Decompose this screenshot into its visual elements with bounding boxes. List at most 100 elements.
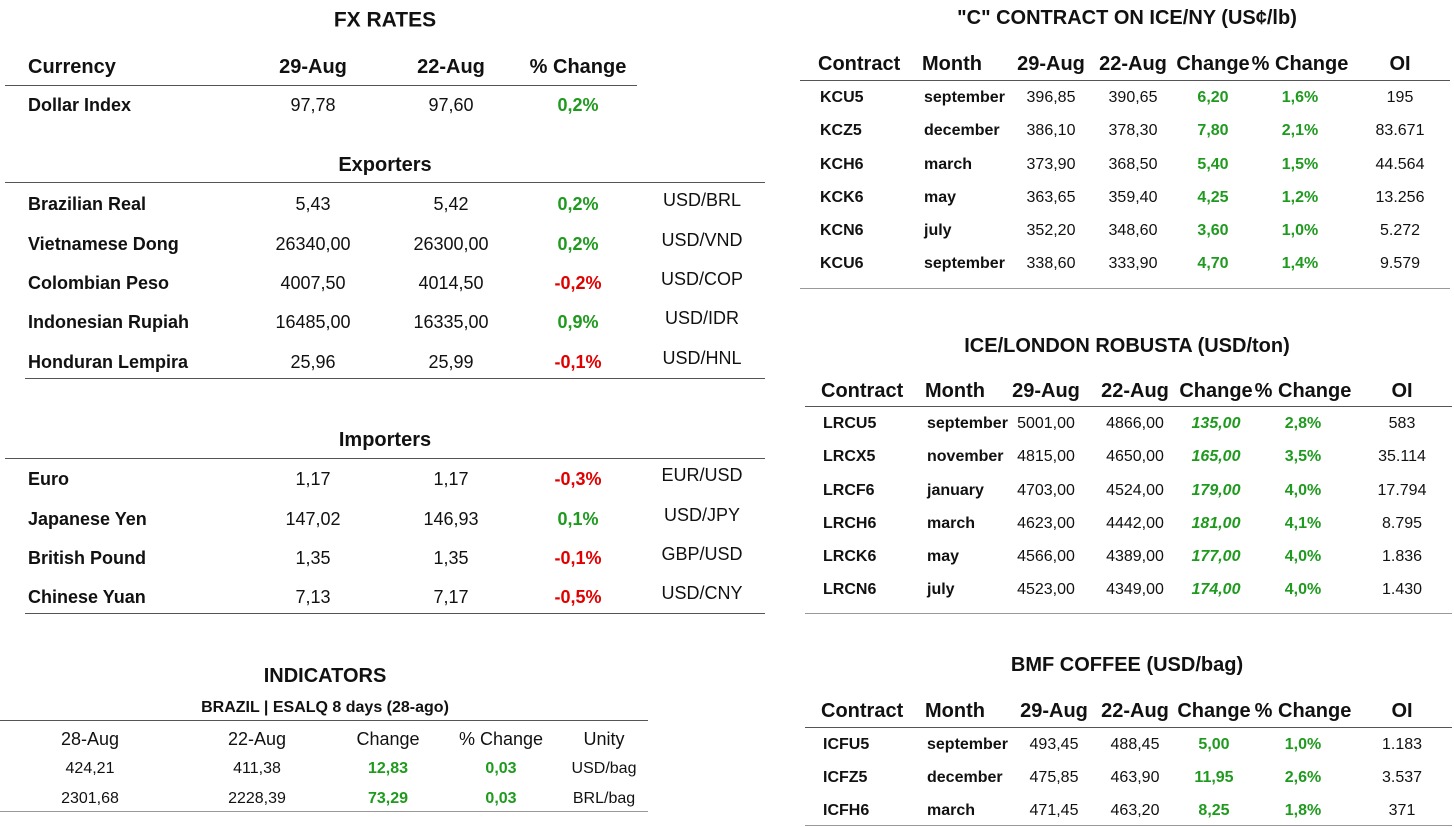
price: 4866,00	[1106, 415, 1164, 432]
rule	[805, 406, 1452, 407]
rate: 5,43	[295, 194, 331, 214]
pct-change: 1,2%	[1281, 189, 1319, 206]
rate: 1,17	[295, 469, 331, 489]
pair: USD/BRL	[662, 190, 742, 210]
change: 4,25	[1197, 189, 1229, 206]
rule	[800, 80, 1450, 81]
month: march	[927, 515, 976, 532]
column-header: % Change	[529, 56, 627, 78]
column-header: OI	[1391, 380, 1413, 402]
price: 4389,00	[1106, 548, 1164, 565]
group-title: Importers	[338, 429, 432, 451]
price: 411,38	[233, 760, 281, 777]
contract: LRCF6	[823, 482, 875, 499]
price: 348,60	[1108, 222, 1158, 239]
rule	[5, 85, 637, 86]
price: 4523,00	[1017, 581, 1075, 598]
contract: LRCX5	[823, 448, 876, 465]
contract: ICFZ5	[823, 769, 868, 786]
price: 359,40	[1108, 189, 1158, 206]
price: 463,90	[1110, 769, 1160, 786]
month: january	[927, 482, 984, 499]
column-header: Change	[1176, 53, 1250, 75]
price: 390,65	[1108, 89, 1158, 106]
price: 368,50	[1108, 156, 1158, 173]
price: 5001,00	[1017, 415, 1075, 432]
price: 2228,39	[228, 790, 286, 807]
month: may	[924, 189, 957, 206]
change: 12,83	[367, 760, 409, 777]
currency: Honduran Lempira	[28, 352, 189, 372]
open-interest: 195	[1386, 89, 1414, 106]
month: march	[924, 156, 973, 173]
column-header: Contract	[821, 700, 904, 722]
rule	[805, 613, 1452, 614]
open-interest: 1.836	[1381, 548, 1423, 565]
price: 4815,00	[1017, 448, 1075, 465]
subtitle: BRAZIL | ESALQ 8 days (28-ago)	[201, 699, 449, 716]
price: 378,30	[1108, 122, 1158, 139]
column-header: Change	[356, 729, 420, 749]
rule	[0, 720, 648, 721]
contract: ICFH6	[823, 802, 870, 819]
pct-change: 0,1%	[557, 509, 599, 529]
column-header: Contract	[821, 380, 904, 402]
open-interest: 371	[1388, 802, 1416, 819]
open-interest: 3.537	[1381, 769, 1423, 786]
price: 333,90	[1108, 255, 1158, 272]
price: 2301,68	[61, 790, 119, 807]
contract: KCZ5	[820, 122, 862, 139]
rate: 1,35	[433, 548, 469, 568]
price: 4703,00	[1017, 482, 1075, 499]
rule	[800, 288, 1450, 289]
open-interest: 8.795	[1381, 515, 1423, 532]
contract: KCN6	[820, 222, 864, 239]
column-header: 22-Aug	[1099, 53, 1167, 75]
contract: LRCH6	[823, 515, 877, 532]
column-header: 22-Aug	[1101, 380, 1169, 402]
currency: British Pound	[28, 548, 146, 568]
column-header: Month	[925, 700, 985, 722]
column-header: 28-Aug	[60, 729, 120, 749]
column-header: 29-Aug	[1020, 700, 1088, 722]
price: 386,10	[1026, 122, 1076, 139]
open-interest: 17.794	[1377, 482, 1427, 499]
section-title: BMF COFFEE (USD/bag)	[1010, 654, 1244, 676]
pct-change: -0,3%	[554, 469, 602, 489]
pct-change: 0,2%	[557, 194, 599, 214]
section-title: INDICATORS	[263, 665, 387, 687]
open-interest: 35.114	[1378, 448, 1426, 465]
pct-change: 4,1%	[1284, 515, 1322, 532]
currency: Chinese Yuan	[28, 587, 146, 607]
rate: 7,17	[433, 587, 469, 607]
pct-change: 4,0%	[1284, 482, 1322, 499]
rule	[25, 378, 765, 379]
contract: ICFU5	[823, 736, 870, 753]
change: 5,00	[1198, 736, 1230, 753]
change: 179,00	[1191, 482, 1241, 499]
change: 3,60	[1197, 222, 1229, 239]
rate: 97,60	[428, 95, 474, 115]
column-header: OI	[1391, 700, 1413, 722]
open-interest: 44.564	[1375, 156, 1425, 173]
month: december	[927, 769, 1003, 786]
column-header: % Change	[1251, 53, 1349, 75]
rule	[805, 825, 1452, 826]
pct-change: 0,03	[485, 760, 517, 777]
open-interest: 1.183	[1381, 736, 1423, 753]
change: 73,29	[367, 790, 409, 807]
column-header: Currency	[28, 56, 116, 78]
month: may	[927, 548, 960, 565]
rate: 146,93	[423, 509, 479, 529]
group-title: Exporters	[338, 154, 432, 176]
rate: 7,13	[295, 587, 331, 607]
month: july	[924, 222, 952, 239]
unit: USD/bag	[571, 760, 637, 777]
unit: BRL/bag	[572, 790, 636, 807]
rate: 25,96	[290, 352, 336, 372]
price: 424,21	[65, 760, 115, 777]
section-title: FX RATES	[333, 8, 437, 32]
pct-change: 0,2%	[557, 95, 599, 115]
contract: KCK6	[820, 189, 864, 206]
pair: GBP/USD	[661, 544, 743, 564]
